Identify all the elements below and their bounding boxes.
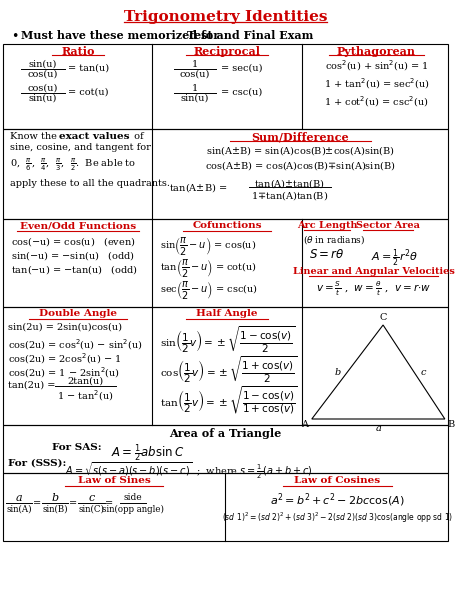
Text: Double Angle: Double Angle <box>39 309 117 318</box>
Text: $A = \frac{1}{2}ab\sin C$: $A = \frac{1}{2}ab\sin C$ <box>111 442 184 463</box>
Bar <box>3 129 448 219</box>
Text: Know the: Know the <box>9 132 60 141</box>
Text: exact values: exact values <box>59 132 129 141</box>
Text: Pythagorean: Pythagorean <box>337 46 416 57</box>
Text: For SAS:: For SAS: <box>52 443 106 452</box>
Text: sin$\left(\dfrac{1}{2}v\right) = \pm\sqrt{\dfrac{1-\cos(v)}{2}}$: sin$\left(\dfrac{1}{2}v\right) = \pm\sqr… <box>160 325 295 356</box>
Text: cos(2u) = cos$^2$(u) $-$ sin$^2$(u): cos(2u) = cos$^2$(u) $-$ sin$^2$(u) <box>8 337 142 352</box>
Text: a: a <box>16 493 22 503</box>
Text: cos($-$u) = cos(u)   (even): cos($-$u) = cos(u) (even) <box>11 235 136 248</box>
Text: Law of Sines: Law of Sines <box>78 476 150 485</box>
Text: side: side <box>124 493 142 502</box>
Text: = csc(u): = csc(u) <box>220 88 262 97</box>
Bar <box>3 473 448 541</box>
Text: cos(u): cos(u) <box>27 84 58 93</box>
Text: sin(A): sin(A) <box>6 505 32 514</box>
Text: 0,  $\frac{\pi}{6}$,  $\frac{\pi}{4}$,  $\frac{\pi}{3}$,  $\frac{\pi}{2}$.  Be a: 0, $\frac{\pi}{6}$, $\frac{\pi}{4}$, $\f… <box>9 156 136 173</box>
Text: tan(A)$\pm$tan(B): tan(A)$\pm$tan(B) <box>255 177 326 190</box>
Text: =: = <box>69 499 77 508</box>
Text: Must have these memorized for: Must have these memorized for <box>21 30 223 41</box>
Text: c: c <box>88 493 94 503</box>
Text: 1 + cot$^2$(u) = csc$^2$(u): 1 + cot$^2$(u) = csc$^2$(u) <box>324 94 429 109</box>
Text: sin(opp angle): sin(opp angle) <box>102 505 164 514</box>
Text: Half Angle: Half Angle <box>196 309 258 318</box>
Text: sin(u): sin(u) <box>28 94 57 103</box>
Text: a: a <box>375 424 381 433</box>
Text: sin(C): sin(C) <box>78 505 104 514</box>
Text: = cot(u): = cot(u) <box>68 88 109 97</box>
Text: For (SSS):: For (SSS): <box>8 459 70 468</box>
Text: cos(u): cos(u) <box>27 70 58 79</box>
Text: sin(u): sin(u) <box>181 94 209 103</box>
Text: sin(u): sin(u) <box>28 60 57 69</box>
Text: ($\theta$ in radians): ($\theta$ in radians) <box>303 233 365 246</box>
Text: cos$\left(\dfrac{1}{2}v\right) = \pm\sqrt{\dfrac{1+\cos(v)}{2}}$: cos$\left(\dfrac{1}{2}v\right) = \pm\sqr… <box>160 355 297 386</box>
Text: 1: 1 <box>192 60 198 69</box>
Text: tan($-$u) = $-$tan(u)   (odd): tan($-$u) = $-$tan(u) (odd) <box>11 263 138 276</box>
Text: c: c <box>420 368 426 376</box>
Text: Even/Odd Functions: Even/Odd Functions <box>20 221 136 230</box>
Text: Ratio: Ratio <box>61 46 95 57</box>
Text: cos$^2$(u) + sin$^2$(u) = 1: cos$^2$(u) + sin$^2$(u) = 1 <box>325 58 428 73</box>
Text: A: A <box>301 420 308 429</box>
Text: cos(A$\pm$B) = cos(A)cos(B)$\mp$sin(A)sin(B): cos(A$\pm$B) = cos(A)cos(B)$\mp$sin(A)si… <box>205 159 396 172</box>
Text: sin$\left(\dfrac{\pi}{2}-u\right)$ = cos(u): sin$\left(\dfrac{\pi}{2}-u\right)$ = cos… <box>160 235 256 257</box>
Text: 2tan(u): 2tan(u) <box>67 377 104 386</box>
Text: Trigonometry Identities: Trigonometry Identities <box>124 10 327 24</box>
Text: sin(B): sin(B) <box>42 505 68 514</box>
Bar <box>3 307 448 425</box>
Text: b: b <box>52 493 59 503</box>
Text: sin($-$u) = $-$sin(u)   (odd): sin($-$u) = $-$sin(u) (odd) <box>11 249 135 262</box>
Text: $A = \sqrt{s(s-a)(s-b)(s-c)}$  ;  where $s = \frac{1}{2}(a+b+c)$: $A = \sqrt{s(s-a)(s-b)(s-c)}$ ; where $s… <box>64 460 312 481</box>
Text: $v = \frac{S}{t}$ ,  $w = \frac{\theta}{t}$ ,  $v = r{\cdot}w$: $v = \frac{S}{t}$ , $w = \frac{\theta}{t… <box>316 280 431 299</box>
Text: sec$\left(\dfrac{\pi}{2}-u\right)$ = csc(u): sec$\left(\dfrac{\pi}{2}-u\right)$ = csc… <box>160 279 257 301</box>
Text: Law of Cosines: Law of Cosines <box>294 476 381 485</box>
Bar <box>3 425 448 473</box>
Text: sin(2u) = 2sin(u)cos(u): sin(2u) = 2sin(u)cos(u) <box>8 323 122 332</box>
Text: Sum/Difference: Sum/Difference <box>252 131 349 142</box>
Text: $(sd\ 1)^2 = (sd\ 2)^2 + (sd\ 3)^2 - 2(sd\ 2)(sd\ 3)\cos(\mathrm{angle\ opp\ sd\: $(sd\ 1)^2 = (sd\ 2)^2 + (sd\ 3)^2 - 2(s… <box>222 511 453 525</box>
Text: 1$\mp$tan(A)tan(B): 1$\mp$tan(A)tan(B) <box>251 189 328 202</box>
Text: Area of a Triangle: Area of a Triangle <box>169 428 282 439</box>
Text: B: B <box>448 420 455 429</box>
Text: Reciprocal: Reciprocal <box>194 46 261 57</box>
Text: = sec(u): = sec(u) <box>220 64 262 73</box>
Text: tan(2u) =: tan(2u) = <box>8 381 58 390</box>
Text: apply these to all the quadrants.: apply these to all the quadrants. <box>9 179 170 188</box>
Text: sin(A$\pm$B) = sin(A)cos(B)$\pm$cos(A)sin(B): sin(A$\pm$B) = sin(A)cos(B)$\pm$cos(A)si… <box>206 144 395 157</box>
Text: C: C <box>379 313 387 322</box>
Bar <box>3 219 448 307</box>
Text: Linear and Angular Velocities: Linear and Angular Velocities <box>292 267 455 276</box>
Text: of: of <box>131 132 144 141</box>
Text: $S = r\theta$: $S = r\theta$ <box>309 248 345 261</box>
Text: tan$\left(\dfrac{1}{2}v\right) = \pm\sqrt{\dfrac{1-\cos(v)}{1+\cos(v)}}$: tan$\left(\dfrac{1}{2}v\right) = \pm\sqr… <box>160 385 298 417</box>
Text: 1 + tan$^2$(u) = sec$^2$(u): 1 + tan$^2$(u) = sec$^2$(u) <box>324 76 429 91</box>
Text: 1 $-$ tan$^2$(u): 1 $-$ tan$^2$(u) <box>57 388 114 403</box>
Text: Cofunctions: Cofunctions <box>192 221 262 230</box>
Text: 1: 1 <box>192 84 198 93</box>
Text: cos(u): cos(u) <box>180 70 210 79</box>
Text: •: • <box>11 30 19 43</box>
Text: Sector Area: Sector Area <box>356 221 420 230</box>
Text: $a^2 = b^2 + c^2 - 2bc\cos(A)$: $a^2 = b^2 + c^2 - 2bc\cos(A)$ <box>270 491 405 509</box>
Text: sine, cosine, and tangent for: sine, cosine, and tangent for <box>9 143 150 152</box>
Text: $A = \frac{1}{2}r^2\theta$: $A = \frac{1}{2}r^2\theta$ <box>371 248 418 270</box>
Text: b: b <box>335 368 341 376</box>
Text: =: = <box>33 499 41 508</box>
Bar <box>3 44 448 129</box>
Text: Test and Final Exam: Test and Final Exam <box>187 30 314 41</box>
Text: =: = <box>105 499 113 508</box>
Text: = tan(u): = tan(u) <box>68 64 109 73</box>
Text: cos(2u) = 1 $-$ 2sin$^2$(u): cos(2u) = 1 $-$ 2sin$^2$(u) <box>8 365 119 379</box>
Text: Arc Length: Arc Length <box>297 221 357 230</box>
Text: tan$\left(\dfrac{\pi}{2}-u\right)$ = cot(u): tan$\left(\dfrac{\pi}{2}-u\right)$ = cot… <box>160 257 256 279</box>
Text: tan(A$\pm$B) =: tan(A$\pm$B) = <box>169 181 228 194</box>
Text: cos(2u) = 2cos$^2$(u) $-$ 1: cos(2u) = 2cos$^2$(u) $-$ 1 <box>8 351 121 366</box>
